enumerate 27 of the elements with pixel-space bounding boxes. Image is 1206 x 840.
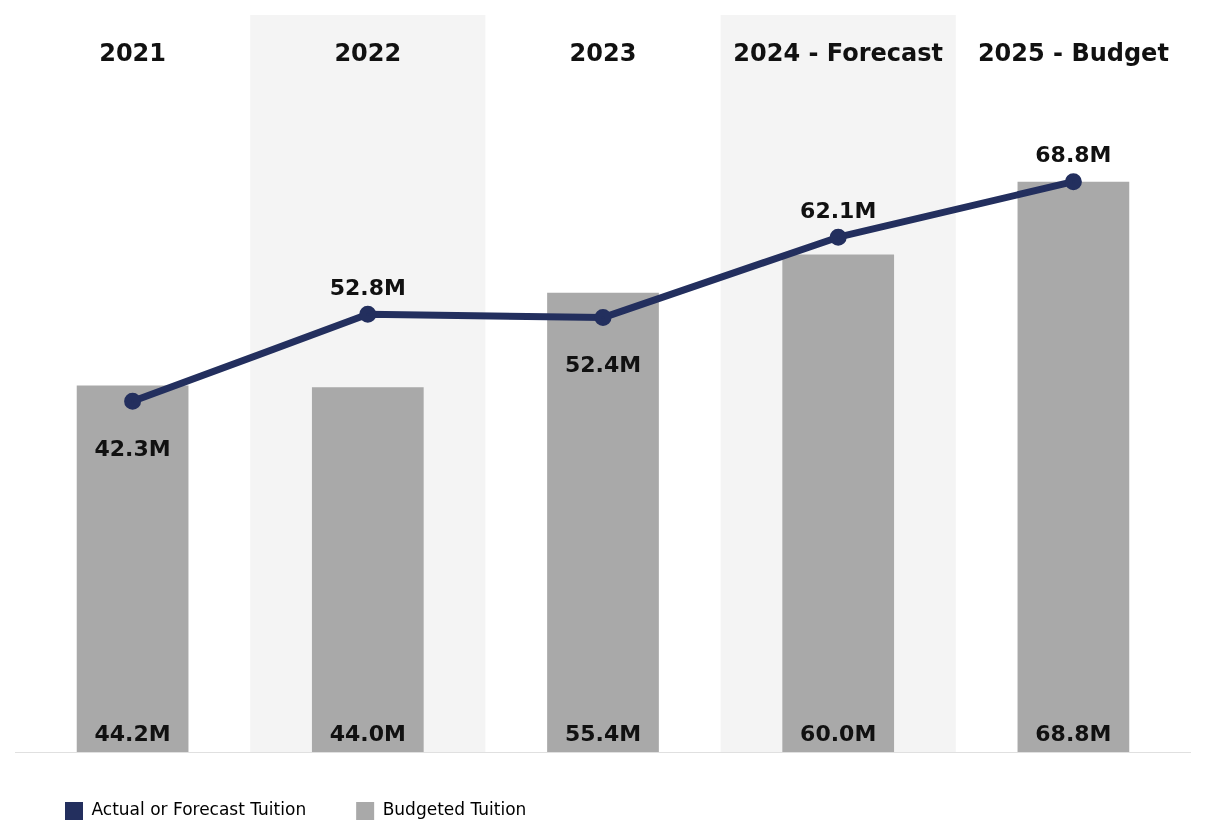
point	[124, 392, 142, 410]
data-label: 44.0M	[329, 720, 406, 746]
data-label: 42.3M	[94, 436, 171, 462]
x-tick-label: 2022	[334, 38, 402, 67]
data-label: 52.4M	[564, 352, 642, 378]
bar	[547, 292, 659, 752]
x-tick-label: 2023	[569, 38, 637, 67]
x-tick-label: 2021	[99, 38, 166, 67]
x-tick-label: 2025 - Budget	[977, 38, 1169, 67]
point	[1064, 173, 1082, 191]
data-label: 62.1M	[800, 197, 877, 223]
bar	[782, 254, 895, 752]
bar	[311, 387, 424, 752]
point	[594, 309, 612, 327]
bar	[1017, 181, 1130, 752]
data-label: 68.8M	[1035, 720, 1112, 746]
bar	[76, 385, 189, 752]
x-tick-label: 2024 - Forecast	[733, 38, 944, 67]
point	[829, 228, 847, 246]
data-label: 55.4M	[564, 720, 642, 746]
data-label: 44.2M	[94, 720, 171, 746]
data-label: 68.8M	[1035, 142, 1112, 168]
data-label: 60.0M	[800, 720, 877, 746]
point	[359, 305, 377, 323]
data-label: 52.8M	[329, 275, 406, 301]
legend-label: Budgeted Tuition	[382, 799, 527, 820]
legend-label: Actual or Forecast Tuition	[91, 799, 307, 820]
